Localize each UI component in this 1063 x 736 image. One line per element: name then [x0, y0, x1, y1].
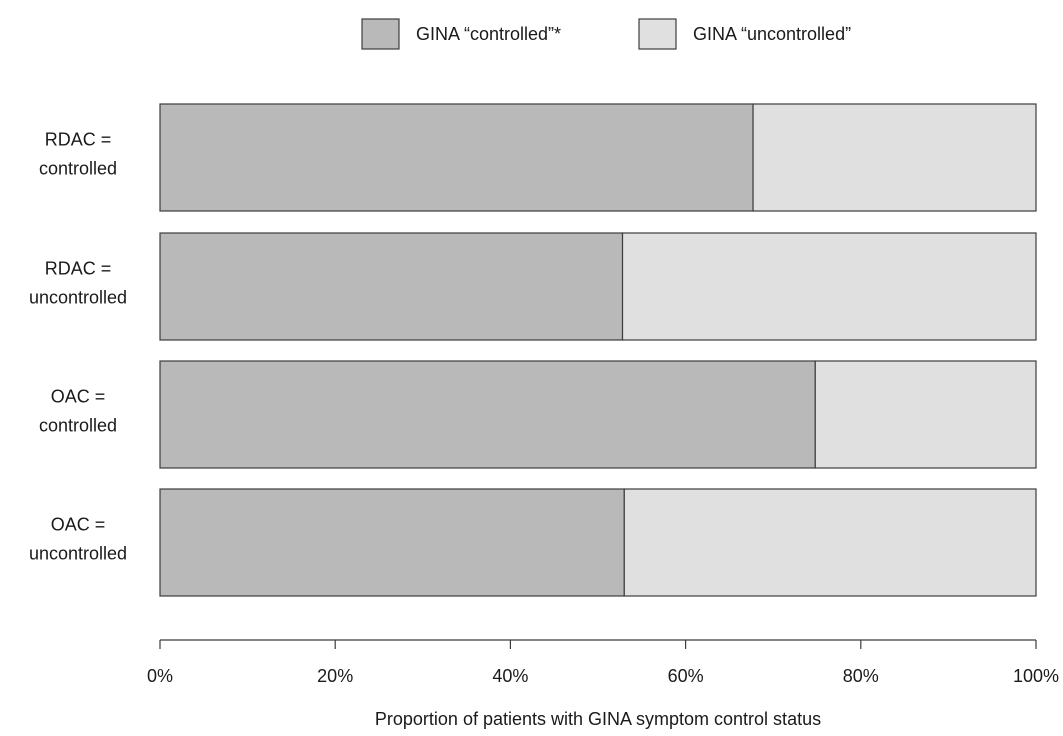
- category-labels: RDAC = controlled RDAC = uncontrolled OAC = c…: [29, 130, 127, 564]
- bar-segment-uncontrolled: [623, 488, 1037, 597]
- bar-segment-uncontrolled: [752, 103, 1037, 212]
- category-label: OAC = controlled: [39, 387, 117, 436]
- x-tick-label: 40%: [492, 666, 528, 686]
- category-label: OAC = uncontrolled: [29, 515, 127, 564]
- category-label-line: uncontrolled: [29, 288, 127, 308]
- bars: [159, 103, 1037, 597]
- x-tick-label: 60%: [668, 666, 704, 686]
- category-label-line: RDAC =: [45, 259, 112, 279]
- legend-swatch: [361, 18, 400, 50]
- x-tick-label: 0%: [147, 666, 173, 686]
- category-label-line: controlled: [39, 159, 117, 179]
- category-label-line: RDAC =: [45, 130, 112, 150]
- x-tick-label: 80%: [843, 666, 879, 686]
- category-label-line: uncontrolled: [29, 544, 127, 564]
- category-label: RDAC = uncontrolled: [29, 259, 127, 308]
- category-label-line: controlled: [39, 416, 117, 436]
- category-label-line: OAC =: [51, 387, 106, 407]
- x-tick-label: 20%: [317, 666, 353, 686]
- bar-segment-controlled: [159, 488, 625, 597]
- bar-segment-controlled: [159, 232, 624, 341]
- x-axis: 0% 20% 40% 60% 80% 100%: [147, 639, 1059, 686]
- legend-label: GINA “uncontrolled”: [693, 24, 851, 44]
- x-axis-title: Proportion of patients with GINA symptom…: [375, 709, 821, 729]
- x-tick-label: 100%: [1013, 666, 1059, 686]
- bar-segment-controlled: [159, 360, 816, 469]
- bar-segment-controlled: [159, 103, 754, 212]
- legend-swatch: [638, 18, 677, 50]
- category-label: RDAC = controlled: [39, 130, 117, 179]
- legend-label: GINA “controlled”*: [416, 24, 561, 44]
- bar-segment-uncontrolled: [814, 360, 1037, 469]
- bar-segment-uncontrolled: [621, 232, 1037, 341]
- legend: GINA “controlled”* GINA “uncontrolled”: [361, 18, 851, 50]
- category-label-line: OAC =: [51, 515, 106, 535]
